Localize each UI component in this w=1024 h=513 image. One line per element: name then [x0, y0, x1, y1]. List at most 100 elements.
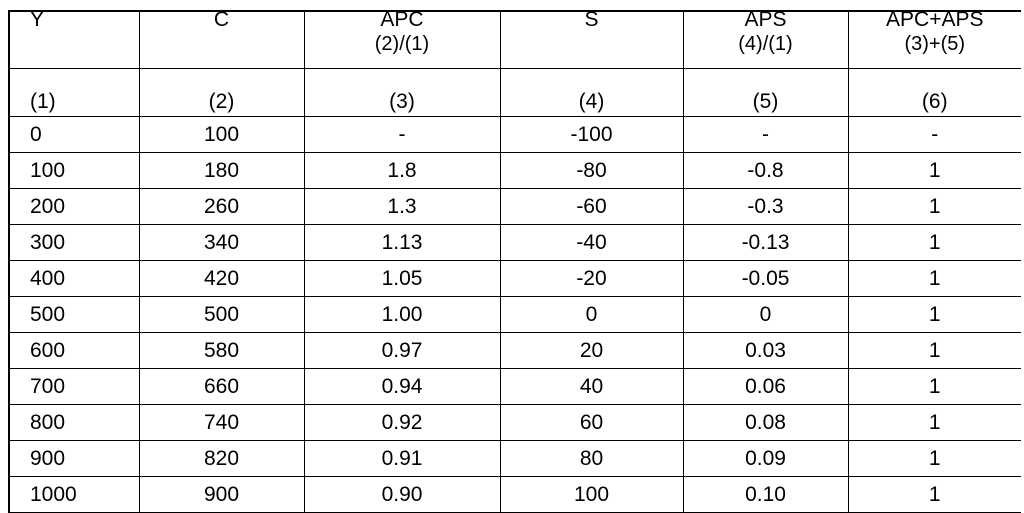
cell-apc: 1.3: [303, 188, 501, 225]
cell-aps: -0.05: [682, 260, 849, 297]
header-cell-c: C: [138, 10, 305, 69]
column-number-cell: (5): [682, 68, 849, 117]
cell-apc: 0.97: [303, 332, 501, 369]
cell-y: 400: [8, 260, 140, 297]
cell-y: 0: [8, 116, 140, 153]
cell-c: 260: [138, 188, 305, 225]
cell-c: 500: [138, 296, 305, 333]
header-formula: (4)/(1): [738, 33, 793, 55]
cell-s: 40: [499, 368, 684, 405]
header-cell-s: S: [499, 10, 684, 69]
cell-aps: -0.13: [682, 224, 849, 261]
cell-c: 180: [138, 152, 305, 189]
cell-apc-plus-aps: 1: [847, 404, 1021, 441]
cell-apc-plus-aps: 1: [847, 476, 1021, 513]
cell-s: -60: [499, 188, 684, 225]
cell-apc: 1.00: [303, 296, 501, 333]
column-number-cell: (1): [8, 68, 140, 117]
header-cell-apc-aps: APC+APS (3)+(5): [847, 10, 1021, 69]
cell-apc: 0.94: [303, 368, 501, 405]
header-cell-apc: APC (2)/(1): [303, 10, 501, 69]
header-row: Y C APC (2)/(1) S APS (4)/(1) APC+APS (3…: [8, 10, 1021, 69]
cell-aps: -0.8: [682, 152, 849, 189]
cell-apc: 1.8: [303, 152, 501, 189]
cell-aps: -: [682, 116, 849, 153]
cell-c: 580: [138, 332, 305, 369]
header-title: C: [213, 11, 230, 31]
table-row: 0 100- -100- -: [8, 116, 1021, 153]
cell-y: 600: [8, 332, 140, 369]
cell-apc-plus-aps: 1: [847, 224, 1021, 261]
cell-apc-plus-aps: 1: [847, 296, 1021, 333]
cell-s: 100: [499, 476, 684, 513]
cell-s: -80: [499, 152, 684, 189]
cell-apc: 0.91: [303, 440, 501, 477]
cell-s: 0: [499, 296, 684, 333]
cell-aps: 0.10: [682, 476, 849, 513]
cell-c: 340: [138, 224, 305, 261]
table-row: 400 420 1.05 -20 -0.05 1: [8, 260, 1021, 297]
cell-aps: 0.08: [682, 404, 849, 441]
cell-s: -100: [499, 116, 684, 153]
header-title: APS: [744, 11, 787, 31]
table-row: 300 340 1.13 -40 -0.13 1: [8, 224, 1021, 261]
cell-s: -40: [499, 224, 684, 261]
cell-aps: 0.06: [682, 368, 849, 405]
cell-apc-plus-aps: -: [847, 116, 1021, 153]
header-title: APC+APS: [886, 11, 984, 31]
cell-y: 900: [8, 440, 140, 477]
table-row: 100 180 1.8 -80 -0.8 1: [8, 152, 1021, 189]
column-number-cell: (2): [138, 68, 305, 117]
column-number-cell: (6): [847, 68, 1021, 117]
cell-apc: -: [303, 116, 501, 153]
cell-y: 800: [8, 404, 140, 441]
header-title: Y: [30, 11, 45, 31]
table-row: 900 820 0.91 80 0.09 1: [8, 440, 1021, 477]
cell-s: 20: [499, 332, 684, 369]
cell-apc: 0.90: [303, 476, 501, 513]
cell-s: -20: [499, 260, 684, 297]
cell-s: 60: [499, 404, 684, 441]
table-row: 600 580 0.97 20 0.03 1: [8, 332, 1021, 369]
cell-apc: 1.05: [303, 260, 501, 297]
cell-apc: 1.13: [303, 224, 501, 261]
cell-y: 1000: [8, 476, 140, 513]
table-row: 500 500 1.00 0 0 1: [8, 296, 1021, 333]
column-number-cell: (4): [499, 68, 684, 117]
cell-apc-plus-aps: 1: [847, 440, 1021, 477]
income-consumption-table: Y C APC (2)/(1) S APS (4)/(1) APC+APS (3…: [8, 10, 1021, 513]
cell-c: 100: [138, 116, 305, 153]
header-formula: (2)/(1): [374, 33, 430, 55]
column-number-row: (1) (2) (3) (4) (5) (6): [8, 68, 1021, 117]
cell-aps: 0: [682, 296, 849, 333]
table-row: 1000 900 0.90 100 0.10 1: [8, 476, 1021, 513]
cell-s: 80: [499, 440, 684, 477]
cell-c: 420: [138, 260, 305, 297]
cell-c: 820: [138, 440, 305, 477]
header-title: S: [584, 11, 599, 31]
cell-aps: 0.09: [682, 440, 849, 477]
header-cell-aps: APS (4)/(1): [682, 10, 849, 69]
cell-apc-plus-aps: 1: [847, 188, 1021, 225]
cell-apc: 0.92: [303, 404, 501, 441]
cell-apc-plus-aps: 1: [847, 332, 1021, 369]
cell-aps: 0.03: [682, 332, 849, 369]
cell-aps: -0.3: [682, 188, 849, 225]
table-body: Y C APC (2)/(1) S APS (4)/(1) APC+APS (3…: [8, 10, 1021, 513]
table-row: 800 740 0.92 60 0.08 1: [8, 404, 1021, 441]
cell-apc-plus-aps: 1: [847, 260, 1021, 297]
header-cell-y: Y: [8, 10, 140, 69]
cell-c: 900: [138, 476, 305, 513]
cell-c: 660: [138, 368, 305, 405]
cell-y: 200: [8, 188, 140, 225]
cell-y: 300: [8, 224, 140, 261]
column-number-cell: (3): [303, 68, 501, 117]
header-title: APC: [380, 11, 424, 31]
cell-apc-plus-aps: 1: [847, 152, 1021, 189]
cell-c: 740: [138, 404, 305, 441]
header-formula: (3)+(5): [904, 33, 966, 55]
table-row: 200 260 1.3 -60 -0.3 1: [8, 188, 1021, 225]
cell-y: 700: [8, 368, 140, 405]
cell-y: 100: [8, 152, 140, 189]
cell-y: 500: [8, 296, 140, 333]
